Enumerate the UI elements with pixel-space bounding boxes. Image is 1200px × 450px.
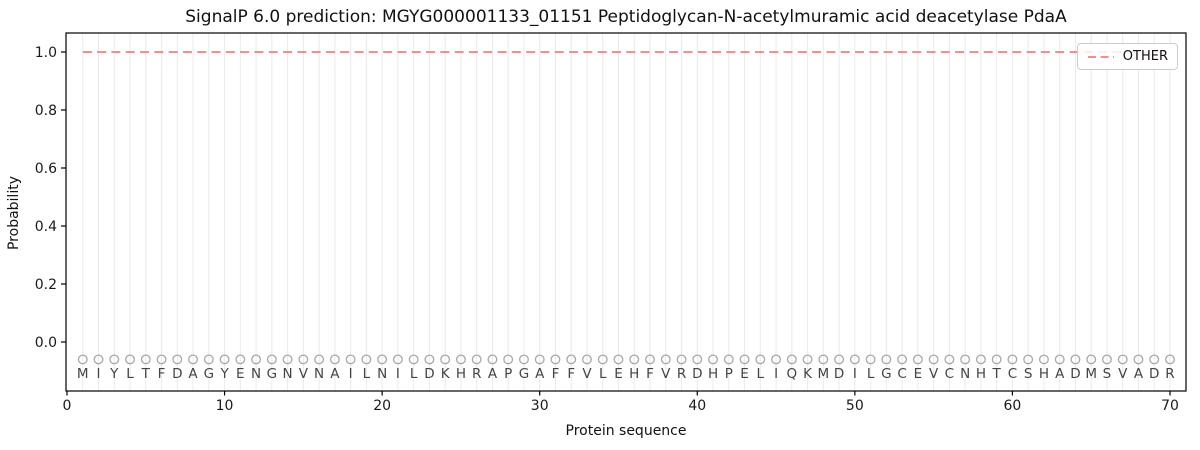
svg-text:Y: Y <box>219 366 229 382</box>
svg-text:R: R <box>1165 366 1174 382</box>
svg-text:C: C <box>897 366 906 382</box>
x-axis-label: Protein sequence <box>565 423 687 439</box>
svg-text:V: V <box>582 366 592 382</box>
svg-text:K: K <box>441 366 451 382</box>
svg-text:H: H <box>708 366 718 382</box>
svg-text:E: E <box>236 366 245 382</box>
svg-text:M: M <box>1085 366 1097 382</box>
plot-frame <box>65 32 1187 392</box>
svg-text:0.4: 0.4 <box>35 219 57 235</box>
svg-text:T: T <box>992 366 1002 382</box>
svg-text:F: F <box>158 366 166 382</box>
svg-text:I: I <box>853 366 857 382</box>
svg-text:K: K <box>803 366 813 382</box>
svg-text:0.8: 0.8 <box>35 103 57 119</box>
svg-text:H: H <box>1039 366 1049 382</box>
svg-text:D: D <box>834 366 844 382</box>
svg-text:V: V <box>299 366 309 382</box>
svg-text:H: H <box>629 366 639 382</box>
svg-text:20: 20 <box>373 398 391 414</box>
svg-text:F: F <box>552 366 560 382</box>
svg-text:I: I <box>774 366 778 382</box>
legend-label-other: OTHER <box>1122 49 1168 64</box>
svg-text:0.2: 0.2 <box>35 277 57 293</box>
svg-text:F: F <box>567 366 575 382</box>
svg-text:L: L <box>410 366 418 382</box>
svg-text:Y: Y <box>109 366 119 382</box>
svg-text:60: 60 <box>1004 398 1022 414</box>
svg-text:D: D <box>172 366 182 382</box>
svg-text:G: G <box>881 366 891 382</box>
svg-text:N: N <box>377 366 387 382</box>
svg-text:N: N <box>314 366 324 382</box>
svg-text:I: I <box>97 366 101 382</box>
svg-text:D: D <box>1070 366 1080 382</box>
svg-text:I: I <box>349 366 353 382</box>
svg-text:1.0: 1.0 <box>35 45 57 61</box>
residue-markers <box>77 354 1175 365</box>
svg-text:L: L <box>363 366 371 382</box>
chart-title: SignalP 6.0 prediction: MGYG000001133_01… <box>185 7 1067 27</box>
svg-text:M: M <box>818 366 830 382</box>
svg-text:N: N <box>251 366 261 382</box>
svg-text:L: L <box>599 366 607 382</box>
svg-text:N: N <box>960 366 970 382</box>
x-axis: 0 10 20 30 40 50 60 70 <box>63 391 1179 414</box>
svg-text:0: 0 <box>63 398 72 414</box>
svg-text:V: V <box>1118 366 1128 382</box>
svg-text:S: S <box>1024 366 1033 382</box>
svg-text:G: G <box>204 366 214 382</box>
svg-text:V: V <box>661 366 671 382</box>
svg-text:H: H <box>976 366 986 382</box>
svg-text:A: A <box>330 366 340 382</box>
svg-text:S: S <box>1103 366 1112 382</box>
svg-text:I: I <box>396 366 400 382</box>
svg-text:L: L <box>757 366 765 382</box>
y-axis: 0.0 0.2 0.4 0.6 0.8 1.0 <box>35 45 66 351</box>
svg-text:G: G <box>267 366 277 382</box>
svg-text:R: R <box>472 366 481 382</box>
svg-text:L: L <box>126 366 134 382</box>
svg-text:D: D <box>692 366 702 382</box>
legend: OTHER <box>1076 43 1178 70</box>
svg-text:L: L <box>867 366 875 382</box>
svg-text:A: A <box>1055 366 1065 382</box>
svg-text:0.0: 0.0 <box>35 335 57 351</box>
svg-text:40: 40 <box>688 398 706 414</box>
svg-text:D: D <box>1149 366 1159 382</box>
svg-text:G: G <box>519 366 529 382</box>
svg-text:A: A <box>535 366 545 382</box>
svg-text:C: C <box>945 366 954 382</box>
svg-text:10: 10 <box>216 398 234 414</box>
svg-text:A: A <box>188 366 198 382</box>
svg-text:V: V <box>929 366 939 382</box>
svg-text:50: 50 <box>846 398 864 414</box>
svg-text:Q: Q <box>787 366 798 382</box>
svg-text:E: E <box>914 366 923 382</box>
svg-text:E: E <box>614 366 623 382</box>
svg-text:H: H <box>456 366 466 382</box>
svg-text:T: T <box>141 366 151 382</box>
svg-text:30: 30 <box>531 398 549 414</box>
svg-text:P: P <box>725 366 733 382</box>
svg-text:A: A <box>1134 366 1144 382</box>
svg-text:D: D <box>424 366 434 382</box>
svg-text:E: E <box>740 366 749 382</box>
svg-text:F: F <box>646 366 654 382</box>
other-line-legend-swatch <box>1087 55 1114 58</box>
svg-text:A: A <box>488 366 498 382</box>
svg-text:P: P <box>504 366 512 382</box>
svg-text:0.6: 0.6 <box>35 161 57 177</box>
svg-text:70: 70 <box>1161 398 1179 414</box>
gridlines <box>82 33 1171 391</box>
svg-text:M: M <box>77 366 89 382</box>
svg-text:C: C <box>1008 366 1017 382</box>
svg-text:N: N <box>283 366 293 382</box>
svg-text:R: R <box>677 366 686 382</box>
